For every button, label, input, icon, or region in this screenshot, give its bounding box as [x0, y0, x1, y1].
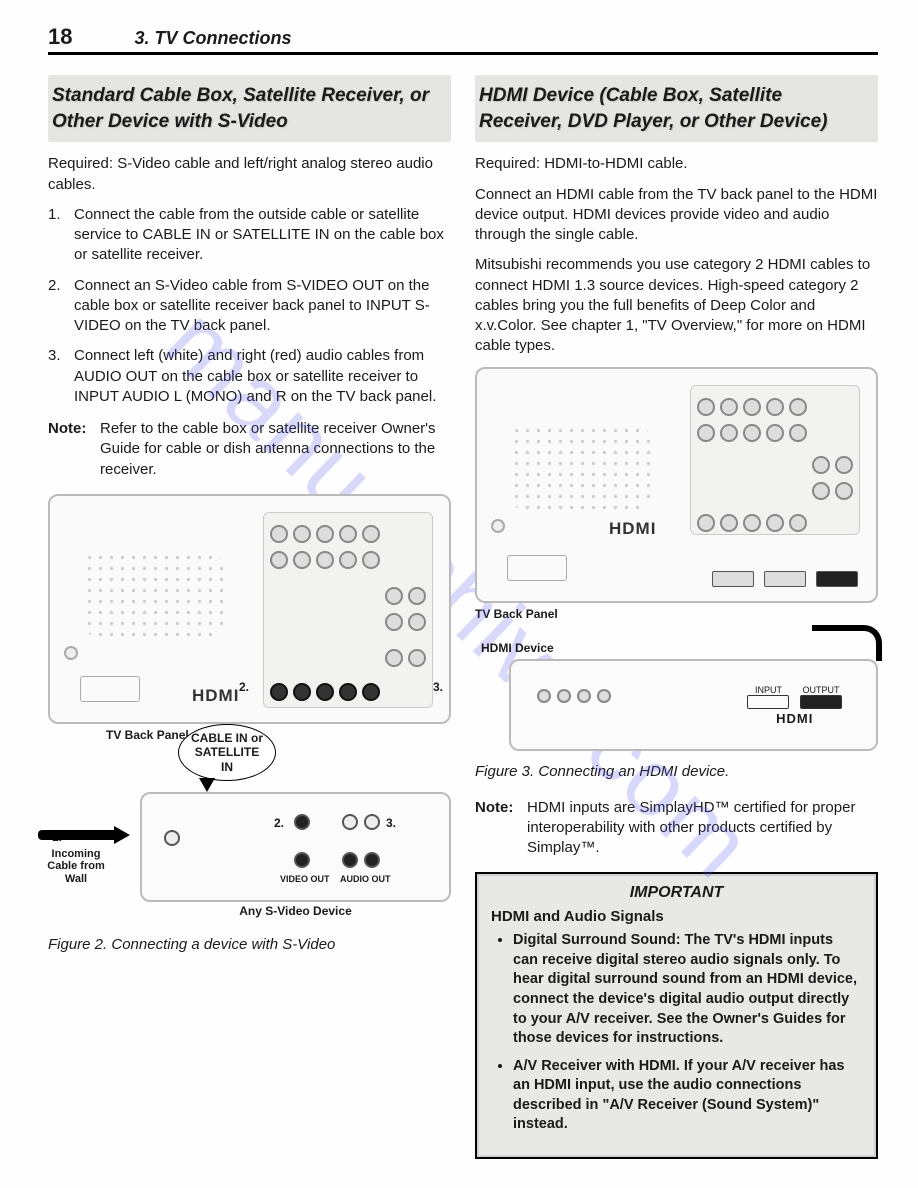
step-3: Connect left (white) and right (red) aud… — [48, 346, 451, 407]
label-box-r — [507, 555, 567, 581]
cable-in-bubble: CABLE IN or SATELLITE IN — [178, 724, 276, 781]
hdmi-logo: HDMI — [192, 686, 239, 706]
audio-r-plug — [364, 814, 380, 830]
svideo-out-plug — [294, 814, 310, 830]
step-1-text: Connect the cable from the outside cable… — [74, 205, 451, 266]
label-box — [80, 676, 140, 702]
av-ports — [537, 689, 611, 703]
audio-l-plug — [342, 814, 358, 830]
left-column: Standard Cable Box, Satellite Receiver, … — [48, 75, 451, 1159]
input-label: INPUT — [743, 685, 793, 695]
connector-cluster — [263, 512, 433, 708]
audio-out-l — [342, 852, 358, 868]
hdmi-io: INPUT OUTPUT HDMI — [743, 685, 846, 726]
cable-stub — [38, 830, 116, 840]
video-out-label: VIDEO OUT — [280, 874, 330, 884]
ant-port-r — [491, 519, 505, 533]
vent-grid — [84, 552, 224, 638]
hdmi-output-port — [800, 695, 842, 709]
right-para1: Connect an HDMI cable from the TV back p… — [475, 185, 878, 246]
left-required: Required: S-Video cable and left/right a… — [48, 154, 451, 195]
important-list: Digital Surround Sound: The TV's HDMI in… — [491, 931, 862, 1135]
right-para2: Mitsubishi recommends you use category 2… — [475, 255, 878, 356]
step-1: Connect the cable from the outside cable… — [48, 205, 451, 266]
incoming-cable-label: Incoming Cable from Wall — [38, 848, 114, 886]
video-out-port — [294, 852, 310, 868]
hdmi-logo-small: HDMI — [776, 711, 813, 726]
right-required: Required: HDMI-to-HDMI cable. — [475, 154, 878, 174]
svideo-wrap: CABLE IN or SATELLITE IN 1. VIDEO OUT AU… — [48, 792, 451, 902]
important-bullet-1: Digital Surround Sound: The TV's HDMI in… — [513, 931, 862, 1048]
svideo-device-label: Any S-Video Device — [239, 904, 352, 918]
ant-port — [64, 646, 78, 660]
cable-arrow — [114, 826, 130, 844]
chapter-title: 3. TV Connections — [134, 28, 291, 49]
hdmi-logo-r: HDMI — [609, 519, 656, 539]
hdmi-input-port — [747, 695, 789, 709]
step-2-text: Connect an S-Video cable from S-VIDEO OU… — [74, 276, 451, 337]
figure-2-caption: Figure 2. Connecting a device with S-Vid… — [48, 936, 451, 953]
left-note: Note: Refer to the cable box or satellit… — [48, 419, 451, 480]
right-column: HDMI Device (Cable Box, Satellite Receiv… — [475, 75, 878, 1159]
hdmi-cable-curve — [812, 625, 882, 661]
left-steps: Connect the cable from the outside cable… — [48, 205, 451, 407]
step-3-text: Connect left (white) and right (red) aud… — [74, 346, 451, 407]
note-text: Refer to the cable box or satellite rece… — [100, 419, 451, 480]
left-section-title: Standard Cable Box, Satellite Receiver, … — [48, 75, 451, 142]
audio-out-label: AUDIO OUT — [340, 874, 391, 884]
hdmi-ports-row — [712, 571, 858, 587]
audio-out-r — [364, 852, 380, 868]
vent-grid-r — [511, 425, 651, 511]
figure-3-caption: Figure 3. Connecting an HDMI device. — [475, 763, 878, 780]
important-box: IMPORTANT HDMI and Audio Signals Digital… — [475, 872, 878, 1159]
badge-3: 3. — [433, 680, 443, 694]
tv-back-panel-label-left: TV Back Panel — [106, 728, 451, 742]
tv-back-panel-label-right: TV Back Panel — [475, 607, 878, 621]
tv-back-panel-diagram-left: HDMI 2. 3. — [48, 494, 451, 724]
important-title: IMPORTANT — [491, 884, 862, 902]
connector-cluster-r — [690, 385, 860, 535]
badge-2b: 2. — [274, 816, 284, 830]
right-section-title: HDMI Device (Cable Box, Satellite Receiv… — [475, 75, 878, 142]
note-label: Note: — [48, 419, 100, 480]
tv-back-panel-diagram-right: HDMI — [475, 367, 878, 603]
hdmi-port-1 — [712, 571, 754, 587]
note-text-r: HDMI inputs are SimplayHD™ certified for… — [527, 798, 878, 859]
right-note: Note: HDMI inputs are SimplayHD™ certifi… — [475, 798, 878, 859]
hdmi-device-label: HDMI Device — [481, 641, 554, 655]
hdmi-port-3-plugged — [816, 571, 858, 587]
badge-2: 2. — [239, 680, 249, 694]
svideo-device-box: 1. VIDEO OUT AUDIO OUT 2. 3. Any S-Video… — [140, 792, 451, 902]
page-header: 18 3. TV Connections — [48, 24, 878, 55]
step-2: Connect an S-Video cable from S-VIDEO OU… — [48, 276, 451, 337]
output-label: OUTPUT — [796, 685, 846, 695]
page-number: 18 — [48, 24, 72, 50]
important-subtitle: HDMI and Audio Signals — [491, 908, 862, 925]
cablein-port — [164, 830, 180, 846]
hdmi-port-2 — [764, 571, 806, 587]
badge-3b: 3. — [386, 816, 396, 830]
note-label-r: Note: — [475, 798, 527, 859]
important-bullet-2: A/V Receiver with HDMI. If your A/V rece… — [513, 1057, 862, 1135]
two-column-layout: Standard Cable Box, Satellite Receiver, … — [48, 75, 878, 1159]
hdmi-device-box: HDMI Device INPUT OUTPUT HDMI — [509, 659, 878, 751]
